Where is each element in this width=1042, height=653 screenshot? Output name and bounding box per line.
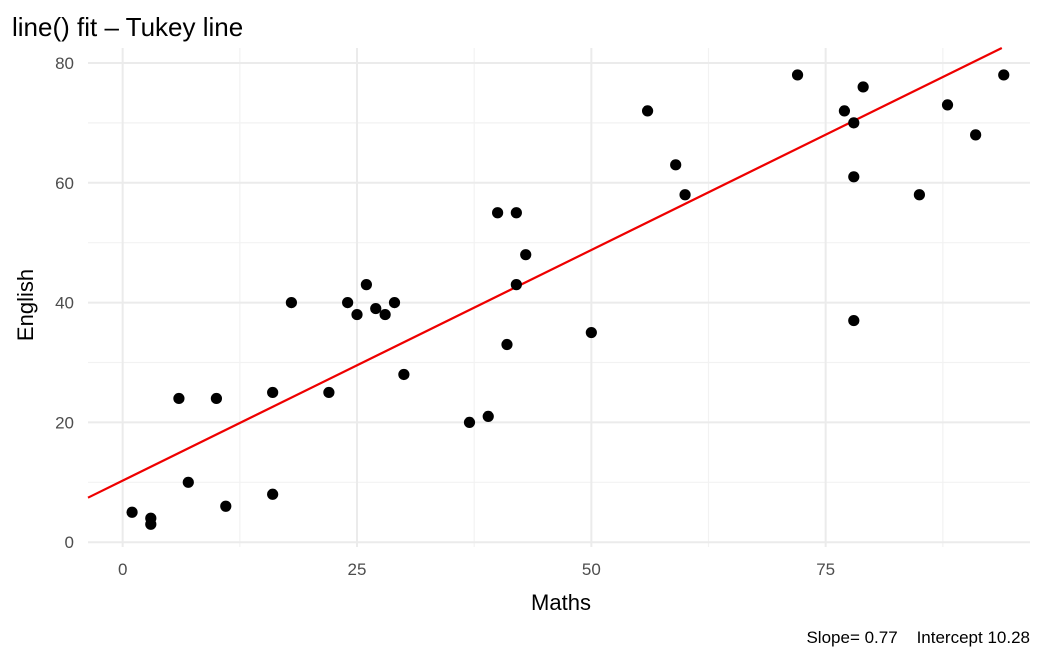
data-point xyxy=(388,296,401,309)
data-point xyxy=(267,488,279,500)
data-points xyxy=(126,69,1010,530)
x-tick-label: 25 xyxy=(348,560,367,579)
fit-line-layer xyxy=(87,47,1003,499)
data-point xyxy=(998,69,1010,81)
data-point xyxy=(463,416,476,428)
data-point xyxy=(913,189,925,201)
data-point xyxy=(173,392,185,405)
fit-caption: Slope= 0.77 Intercept 10.28 xyxy=(806,628,1030,647)
x-axis-ticks: 0 25 50 75 xyxy=(118,560,835,579)
x-tick-label: 75 xyxy=(816,560,835,579)
data-point xyxy=(857,81,869,93)
data-point xyxy=(510,279,522,291)
data-point xyxy=(641,105,654,117)
x-tick-label: 0 xyxy=(118,560,127,579)
data-point xyxy=(379,308,391,321)
data-point xyxy=(501,338,513,351)
data-point xyxy=(791,69,804,81)
data-point xyxy=(848,314,860,327)
data-point xyxy=(848,171,860,183)
x-axis-title: Maths xyxy=(531,590,591,615)
data-point xyxy=(360,279,372,291)
chart-title: line() fit – Tukey line xyxy=(12,12,243,42)
data-point xyxy=(126,506,138,518)
y-tick-label: 60 xyxy=(55,174,74,193)
data-point xyxy=(585,326,597,339)
y-tick-label: 40 xyxy=(55,294,74,313)
y-axis-ticks: 0 20 40 60 80 xyxy=(55,54,74,552)
major-gridlines xyxy=(88,48,1030,547)
y-tick-label: 80 xyxy=(55,54,74,73)
minor-gridlines xyxy=(88,48,1030,547)
data-point xyxy=(285,296,297,309)
tukey-fit-line xyxy=(87,47,1003,499)
data-point xyxy=(370,302,382,315)
x-tick-label: 50 xyxy=(582,560,601,579)
data-point xyxy=(351,308,363,321)
data-point xyxy=(267,386,279,399)
data-point xyxy=(145,518,157,530)
data-point xyxy=(492,207,504,219)
data-point xyxy=(941,99,954,111)
data-point xyxy=(838,105,851,117)
y-tick-label: 0 xyxy=(65,533,74,552)
data-point xyxy=(482,410,494,423)
data-point xyxy=(679,189,691,201)
data-point xyxy=(210,392,223,405)
data-point xyxy=(670,159,682,171)
data-point xyxy=(510,207,522,219)
y-tick-label: 20 xyxy=(55,413,74,432)
data-point xyxy=(342,296,354,309)
y-axis-title: English xyxy=(13,269,38,341)
data-point xyxy=(323,386,335,399)
data-point xyxy=(182,476,194,488)
data-point xyxy=(970,129,982,141)
data-point xyxy=(220,500,232,512)
data-point xyxy=(848,117,860,129)
data-point xyxy=(398,368,410,381)
data-point xyxy=(520,249,532,261)
